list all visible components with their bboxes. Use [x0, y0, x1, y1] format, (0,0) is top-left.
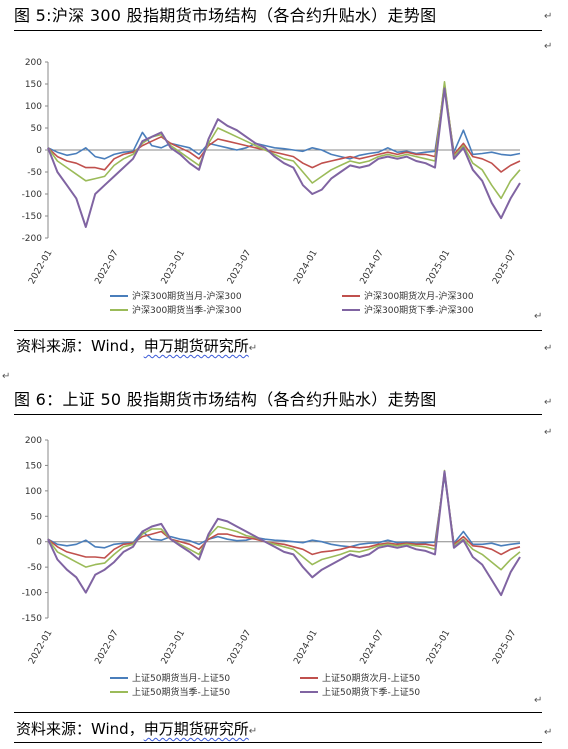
figure1-source: 资料来源：Wind，申万期货研究所↵ [16, 337, 257, 355]
y-tick-label: 150 [25, 461, 42, 471]
figure1-title: 图 5:沪深 300 股指期货市场结构（各合约升贴水）走势图 [14, 6, 437, 25]
legend-label: 上证50期货下季-上证50 [322, 686, 420, 698]
x-tick-label: 2024-01 [292, 629, 319, 667]
paragraph-mark-icon: ↵ [544, 397, 553, 408]
y-tick-label: -150 [22, 212, 43, 222]
x-tick-label: 2024-07 [359, 249, 386, 287]
title-rule [14, 414, 542, 415]
x-tick-label: 2023-07 [226, 249, 253, 287]
paragraph-mark-icon: ↵ [248, 343, 258, 354]
x-tick-label: 2025-01 [425, 249, 452, 287]
bottom-rule [14, 742, 542, 743]
y-tick-label: 0 [36, 538, 42, 548]
source-link[interactable]: 申万期货研究所 [143, 337, 249, 355]
source-link[interactable]: 申万期货研究所 [143, 720, 249, 738]
y-tick-label: -50 [27, 563, 42, 573]
paragraph-mark-icon: ↵ [534, 695, 543, 706]
x-tick-label: 2022-07 [93, 249, 120, 287]
y-tick-label: 100 [25, 487, 42, 497]
figure2-title: 图 6：上证 50 股指期货市场结构（各合约升贴水）走势图 [14, 390, 437, 409]
legend-label: 沪深300期货下季-沪深300 [364, 304, 474, 316]
source-prefix: 资料来源：Wind， [16, 720, 144, 738]
paragraph-mark-icon: ↵ [534, 311, 543, 322]
paragraph-mark-icon: ↵ [544, 427, 553, 438]
paragraph-mark-icon: ↵ [544, 343, 553, 354]
legend-label: 上证50期货当季-上证50 [132, 686, 230, 698]
y-tick-label: 200 [25, 436, 42, 446]
y-tick-label: -150 [22, 614, 43, 624]
paragraph-mark-icon: ↵ [2, 371, 11, 382]
x-tick-label: 2022-01 [27, 249, 54, 287]
y-tick-label: 100 [25, 102, 42, 112]
x-tick-label: 2023-01 [160, 629, 187, 667]
legend-label: 沪深300期货当季-沪深300 [132, 304, 242, 316]
source-rule [14, 712, 542, 713]
figure2-source: 资料来源：Wind，申万期货研究所↵ [16, 720, 257, 738]
y-tick-label: -100 [22, 190, 43, 200]
y-tick-label: -50 [27, 168, 42, 178]
series-line [47, 87, 521, 228]
y-tick-label: 50 [31, 512, 43, 522]
x-tick-label: 2024-07 [359, 629, 386, 667]
y-tick-label: -100 [22, 589, 43, 599]
x-tick-label: 2022-07 [93, 629, 120, 667]
x-tick-label: 2025-07 [491, 249, 518, 287]
x-tick-label: 2023-01 [160, 249, 187, 287]
y-tick-label: 150 [25, 80, 42, 90]
x-tick-label: 2024-01 [292, 249, 319, 287]
series-line [47, 470, 521, 597]
paragraph-mark-icon: ↵ [248, 726, 258, 737]
y-tick-label: -200 [22, 234, 43, 244]
legend-label: 上证50期货当月-上证50 [132, 672, 230, 684]
source-rule [14, 330, 542, 331]
paragraph-mark-icon: ↵ [544, 41, 553, 52]
x-tick-label: 2025-07 [491, 629, 518, 667]
figure1-chart: 200 150 100 50 0 -50 -100 -150 -200 2022-01 2022-0… [22, 58, 521, 316]
legend-label: 沪深300期货次月-沪深300 [364, 290, 474, 302]
x-tick-label: 2023-07 [226, 629, 253, 667]
title-rule [14, 30, 542, 31]
figure2-chart: 200 150 100 50 0 -50 -100 -150 2022-01 2022-07 202… [22, 436, 521, 698]
series-line [47, 80, 521, 200]
y-tick-label: 200 [25, 58, 42, 68]
x-tick-label: 2022-01 [27, 629, 54, 667]
legend-label: 沪深300期货当月-沪深300 [132, 290, 242, 302]
source-prefix: 资料来源：Wind， [16, 337, 144, 355]
paragraph-mark-icon: ↵ [544, 727, 553, 738]
legend-label: 上证50期货次月-上证50 [322, 672, 420, 684]
paragraph-mark-icon: ↵ [544, 11, 553, 22]
y-tick-label: 50 [31, 124, 43, 134]
y-tick-label: 0 [36, 146, 42, 156]
x-tick-label: 2025-01 [425, 629, 452, 667]
series-line [47, 469, 521, 571]
